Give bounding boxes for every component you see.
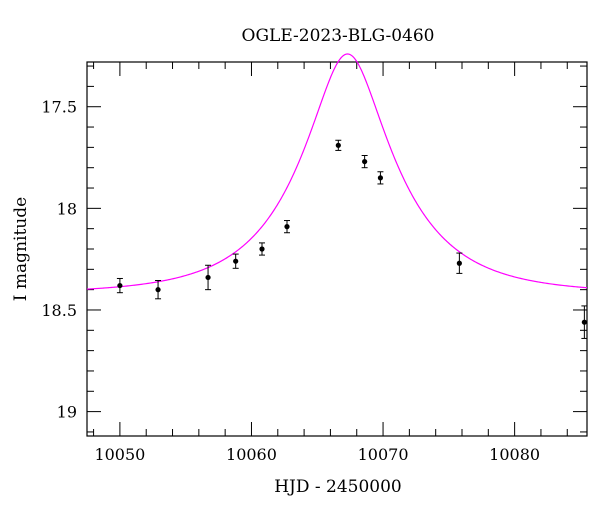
marker <box>233 258 239 264</box>
chart-title: OGLE-2023-BLG-0460 <box>242 26 435 46</box>
marker <box>581 319 587 325</box>
marker <box>456 260 462 266</box>
data-point <box>259 242 265 256</box>
marker <box>117 282 123 289</box>
y-tick-label: 18 <box>57 199 77 218</box>
marker <box>335 142 341 148</box>
data-point <box>335 139 342 151</box>
data-point <box>116 277 123 294</box>
data-point <box>232 253 239 269</box>
data-points <box>116 139 588 339</box>
x-axis-label: HJD - 2450000 <box>274 477 402 497</box>
data-point <box>155 280 162 300</box>
y-axis-label: I magnitude <box>11 197 31 301</box>
marker <box>284 224 290 230</box>
marker <box>362 158 368 165</box>
y-tick-label: 18.5 <box>41 301 77 320</box>
x-tick-label: 10080 <box>489 445 540 464</box>
x-tick-label: 10050 <box>94 445 145 464</box>
x-axis-ticks: 10050 10060 10070 10080 <box>93 62 568 464</box>
y-tick-label: 17.5 <box>41 98 77 117</box>
marker <box>205 274 211 281</box>
marker <box>155 287 161 293</box>
data-point <box>581 305 588 339</box>
data-point <box>284 220 290 234</box>
plot-frame <box>86 61 588 437</box>
data-point <box>456 252 463 274</box>
data-point <box>361 155 368 169</box>
marker <box>259 246 265 252</box>
y-tick-label: 19 <box>57 403 77 422</box>
data-point <box>377 171 384 185</box>
marker <box>377 175 384 181</box>
model-curve <box>86 53 588 290</box>
x-tick-label: 10070 <box>358 445 409 464</box>
x-tick-label: 10060 <box>226 445 277 464</box>
data-point <box>205 264 212 291</box>
y-axis-ticks: 17.5 18 18.5 19 <box>41 65 587 433</box>
